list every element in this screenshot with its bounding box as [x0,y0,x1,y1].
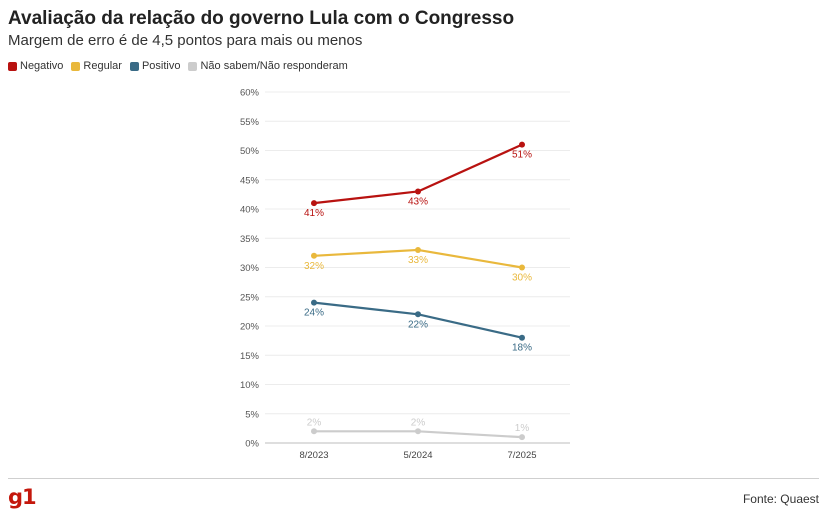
legend-swatch-regular [71,61,81,71]
legend-label-negativo: Negativo [20,60,64,72]
source-note: Fonte: Quaest [742,492,819,506]
data-point [311,200,317,207]
data-label: 41% [304,208,324,219]
legend-label-regular: Regular [83,60,122,72]
data-point [415,246,421,253]
y-tick-label: 0% [245,439,259,450]
data-label: 2% [411,417,426,428]
data-label: 30% [512,273,532,284]
data-point [415,188,421,195]
data-label: 18% [512,343,532,354]
data-label: 22% [408,319,428,330]
chart-title: Avaliação da relação do governo Lula com… [8,8,515,29]
data-point [311,299,317,306]
y-tick-label: 45% [240,175,260,186]
y-tick-label: 25% [240,292,260,303]
y-tick-label: 30% [240,263,260,274]
data-point [415,311,421,318]
data-point [311,252,317,259]
y-tick-label: 35% [240,234,260,245]
y-tick-label: 15% [240,351,260,362]
legend-item-nao-sabem: Não sabem/Não responderam [188,60,348,72]
y-tick-label: 50% [240,146,260,157]
legend-item-negativo: Negativo [8,60,63,72]
data-label: 33% [408,255,428,266]
y-tick-label: 5% [245,409,259,420]
legend-swatch-negativo [8,61,17,71]
legend-swatch-positivo [129,61,139,71]
line-chart: 0% 5% 10% 15% 20% 25% 30% 35% 40% 45% 50% 55% 60% 8/2… [240,88,570,461]
legend-item-regular: Regular [71,60,122,72]
data-label: 32% [304,261,324,272]
x-tick-label: 7/2025 [507,450,536,461]
x-tick-label: 8/2023 [299,450,328,461]
data-point [519,141,525,148]
data-label: 24% [304,308,324,319]
y-tick-label: 55% [240,117,260,128]
x-tick-label: 5/2024 [403,450,432,461]
legend-swatch-nao-sabem [188,61,198,71]
y-tick-label: 10% [240,380,260,391]
data-point [519,334,525,341]
data-label: 51% [512,150,532,161]
data-label: 1% [515,423,530,434]
data-point [415,428,421,435]
footer-divider [8,478,819,479]
legend-label-positivo: Positivo [141,60,181,72]
y-tick-label: 40% [240,205,260,216]
y-tick-label: 60% [240,88,260,99]
legend-item-positivo: Positivo [129,60,181,72]
data-point [519,434,525,441]
g1-logo: g1 [8,485,37,509]
data-label: 2% [307,417,322,428]
data-point [311,428,317,435]
data-label: 43% [408,196,428,207]
legend: Negativo Regular Positivo Não sabem/Não … [8,60,356,72]
y-tick-label: 20% [240,322,260,333]
data-point [519,264,525,271]
chart-subtitle: Margem de erro é de 4,5 pontos para mais… [8,32,363,49]
legend-label-nao-sabem: Não sabem/Não responderam [200,60,348,72]
